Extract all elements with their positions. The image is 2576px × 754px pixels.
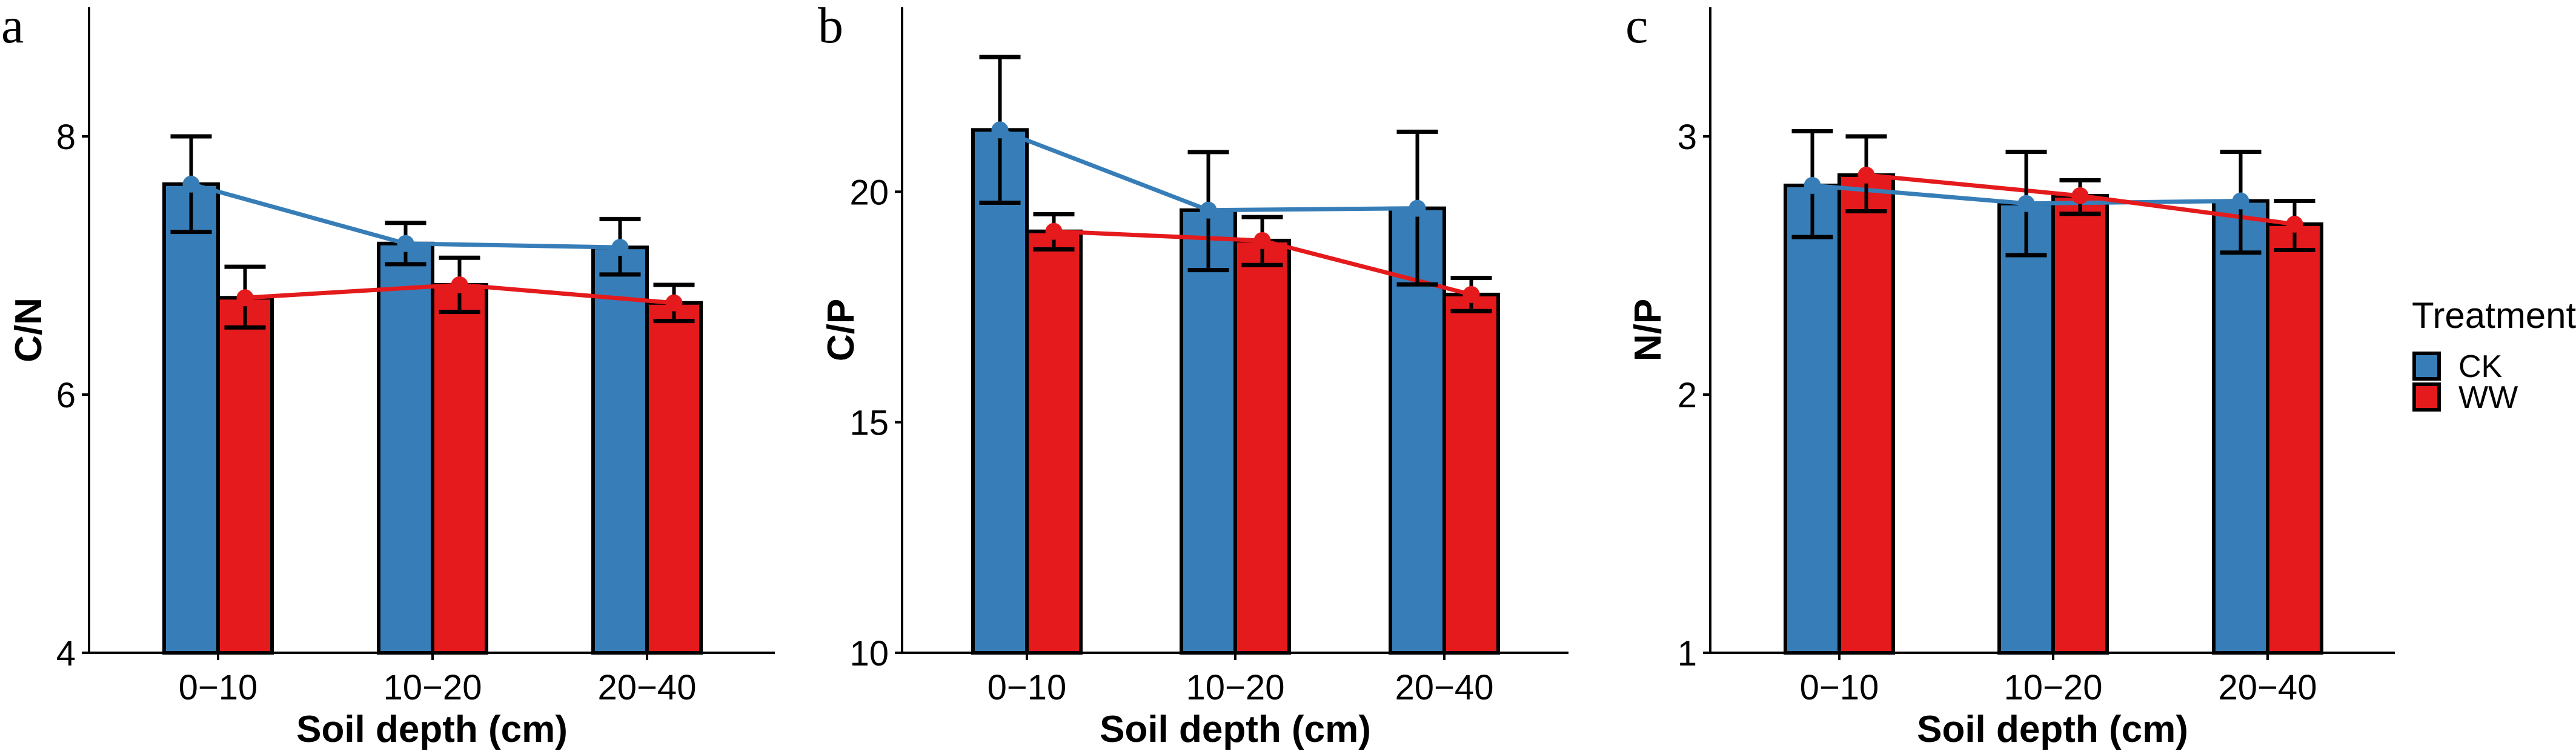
point-ww-2 — [665, 294, 683, 312]
y-tick-label: 20 — [849, 173, 889, 212]
point-ck-2 — [611, 239, 629, 256]
x-tick-label: 20−40 — [2219, 668, 2317, 707]
bar-ww-2 — [1442, 292, 1500, 655]
legend-item-ww: WW — [2412, 380, 2518, 415]
y-axis-title: C/N — [8, 298, 50, 362]
legend-label-ck: CK — [2458, 349, 2503, 384]
y-tick-label: 2 — [1678, 376, 1697, 415]
bar-ck-0 — [162, 182, 220, 655]
point-ck-1 — [397, 235, 414, 252]
bar-ck-1 — [1997, 201, 2055, 655]
panel-b: b 10 15 20 0−10 10−20 20−40 Soil depth (cm) C/P — [818, 0, 1569, 750]
x-axis-title: Soil depth (cm) — [1100, 709, 1371, 750]
legend-title: Treatment — [2412, 295, 2576, 336]
bar-ww-2 — [2266, 222, 2323, 655]
bar-ww-1 — [2051, 193, 2109, 655]
point-ck-2 — [2232, 192, 2249, 210]
point-ww-2 — [1462, 285, 1480, 303]
point-ww-1 — [2071, 187, 2089, 204]
point-ck-1 — [2017, 195, 2035, 212]
point-ck-0 — [991, 121, 1009, 139]
bar-ck-1 — [377, 241, 434, 655]
x-tick-label: 10−20 — [383, 668, 482, 707]
point-ck-1 — [1200, 201, 1217, 219]
y-tick-label: 1 — [1678, 634, 1697, 673]
y-axis-title: N/P — [1627, 299, 1669, 361]
x-tick-label: 10−20 — [1186, 668, 1285, 707]
bar-ck-0 — [971, 128, 1029, 655]
x-tick-label: 20−40 — [598, 668, 697, 707]
panel-a: a 4 6 8 0−10 10−20 20−40 Soil depth (cm) C/N — [1, 0, 775, 750]
x-axis-title: Soil depth (cm) — [1917, 709, 2188, 750]
legend: Treatment CK WW — [2412, 295, 2576, 415]
point-ck-2 — [1409, 199, 1426, 217]
bar-ww-0 — [216, 296, 274, 655]
point-ck-0 — [182, 175, 200, 193]
panels: a 4 6 8 0−10 10−20 20−40 Soil depth (cm) C/N b 10 1… — [1, 0, 2395, 750]
y-tick-label: 10 — [849, 634, 889, 673]
y-axis-title: C/P — [820, 299, 862, 361]
x-tick-label: 20−40 — [1395, 668, 1494, 707]
panel-label: a — [1, 0, 24, 54]
bar-ck-0 — [1784, 183, 1841, 655]
legend-label-ww: WW — [2458, 380, 2518, 415]
y-tick-label: 3 — [1678, 118, 1697, 157]
x-tick-label: 0−10 — [1800, 668, 1879, 707]
legend-key-ck — [2412, 352, 2441, 381]
point-ww-1 — [451, 276, 468, 293]
point-ww-1 — [1253, 232, 1271, 249]
bar-ww-0 — [1837, 173, 1895, 655]
y-tick-label: 4 — [56, 634, 76, 673]
legend-key-ww — [2412, 382, 2441, 412]
legend-item-ck: CK — [2412, 349, 2503, 384]
bar-ww-0 — [1025, 229, 1083, 655]
panel-c: c 1 2 3 0−10 10−20 20−40 Soil depth (cm) N/P — [1625, 0, 2395, 750]
point-ww-0 — [236, 289, 254, 307]
bar-ww-1 — [1233, 238, 1291, 655]
y-tick-label: 8 — [56, 118, 76, 157]
panel-label: b — [818, 0, 843, 54]
point-ck-0 — [1804, 176, 1821, 194]
x-axis-title: Soil depth (cm) — [296, 709, 568, 750]
y-tick-label: 15 — [849, 404, 889, 443]
panel-label: c — [1625, 0, 1648, 54]
y-tick-label: 6 — [56, 376, 76, 415]
x-tick-label: 10−20 — [2004, 668, 2103, 707]
bar-ck-2 — [591, 245, 649, 655]
bar-ww-2 — [645, 301, 703, 655]
bar-ck-2 — [2212, 199, 2269, 655]
x-tick-label: 0−10 — [179, 668, 258, 707]
point-ww-2 — [2286, 215, 2303, 233]
point-ww-0 — [1857, 166, 1875, 184]
point-ww-0 — [1045, 222, 1063, 240]
bar-ww-1 — [431, 282, 488, 655]
bar-ck-1 — [1180, 208, 1237, 655]
x-tick-label: 0−10 — [988, 668, 1067, 707]
